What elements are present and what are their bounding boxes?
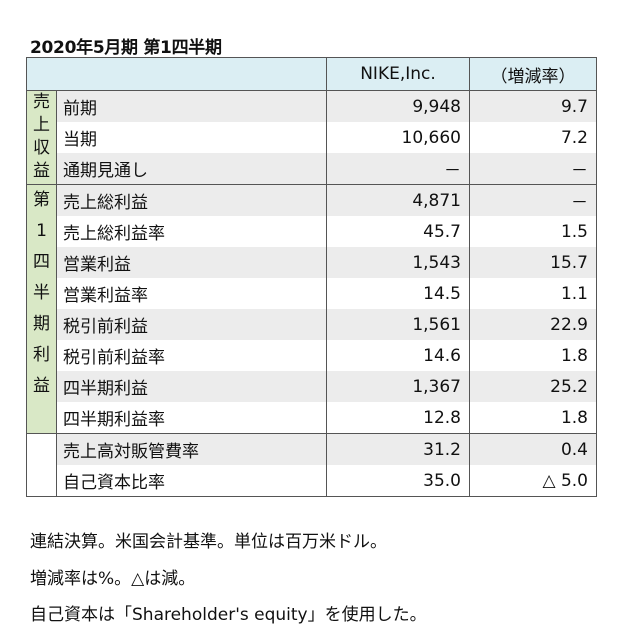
row-label: 通期見通し [56,153,327,185]
row-value: － [326,153,470,185]
table-row: 営業利益 1,543 15.7 [27,247,597,278]
page-title: 2020年5月期 第1四半期 [30,38,222,58]
row-label: 営業利益率 [56,278,327,309]
row-rate: 9.7 [469,90,597,122]
row-label: 当期 [56,122,327,153]
row-label: 税引前利益率 [56,340,327,371]
row-label: 四半期利益率 [56,402,327,434]
row-value: 1,543 [326,247,470,278]
row-label: 自己資本比率 [56,465,327,497]
table-row: 売上総利益率 45.7 1.5 [27,216,597,247]
row-value: 10,660 [326,122,470,153]
row-value: 1,561 [326,309,470,340]
row-label: 売上高対販管費率 [56,433,327,465]
row-rate: 25.2 [469,371,597,402]
row-label: 売上総利益率 [56,216,327,247]
row-rate: 15.7 [469,247,597,278]
row-value: 45.7 [326,216,470,247]
row-label: 税引前利益 [56,309,327,340]
row-rate: 1.8 [469,340,597,371]
row-rate: 0.4 [469,433,597,465]
row-rate: 1.8 [469,402,597,434]
header-company: NIKE,Inc. [326,57,470,91]
table-header-row: NIKE,Inc. （増減率） [26,57,597,91]
financial-table: NIKE,Inc. （増減率） 売上収益 前期 9,948 9.7 当期 10,… [26,57,597,497]
table-row: 売上高対販管費率 31.2 0.4 [26,433,597,497]
table-row: 営業利益率 14.5 1.1 [27,278,597,309]
blank-cell [26,433,57,497]
table-row: 四半期利益率 12.8 1.8 [27,402,597,434]
note-line: 連結決算。米国会計基準。単位は百万米ドル。 [30,532,387,552]
table-row: 自己資本比率 35.0 △ 5.0 [27,465,597,497]
table-row: 売上収益 前期 9,948 9.7 [26,90,597,185]
table-row: 通期見通し － － [27,153,597,185]
note-line: 増減率は%。△は減。 [30,569,196,589]
header-rate: （増減率） [469,57,597,91]
note-line: 自己資本は「Shareholder's equity」を使用した。 [30,605,427,625]
row-rate: 22.9 [469,309,597,340]
table-row: 税引前利益 1,561 22.9 [27,309,597,340]
row-rate: － [469,153,597,185]
row-label: 四半期利益 [56,371,327,402]
revenue-group-label: 売上収益 [26,90,57,185]
row-value: 14.5 [326,278,470,309]
row-rate: 1.1 [469,278,597,309]
row-rate: △ 5.0 [469,465,597,497]
row-rate: 7.2 [469,122,597,153]
row-value: 1,367 [326,371,470,402]
row-rate: 1.5 [469,216,597,247]
row-value: 35.0 [326,465,470,497]
table-row: 当期 10,660 7.2 [27,122,597,153]
row-value: 14.6 [326,340,470,371]
row-label: 売上総利益 [56,184,327,216]
table-row: 税引前利益率 14.6 1.8 [27,340,597,371]
table-row: 四半期利益 1,367 25.2 [27,371,597,402]
header-blank [26,57,327,91]
row-rate: － [469,184,597,216]
row-label: 営業利益 [56,247,327,278]
row-value: 31.2 [326,433,470,465]
row-value: 9,948 [326,90,470,122]
row-label: 前期 [56,90,327,122]
row-value: 12.8 [326,402,470,434]
row-value: 4,871 [326,184,470,216]
